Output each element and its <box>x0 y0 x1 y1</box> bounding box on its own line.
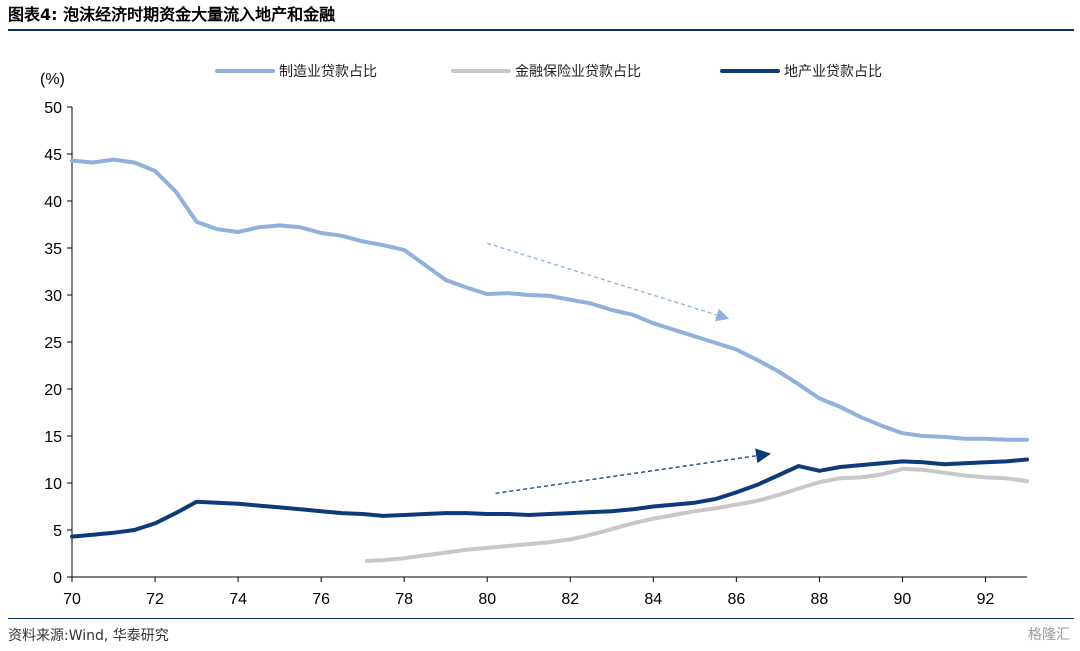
y-tick-label: 25 <box>44 335 62 352</box>
y-axis-unit-label: (%) <box>40 71 65 88</box>
x-tick-label: 72 <box>146 591 164 608</box>
x-tick-label: 86 <box>727 591 745 608</box>
y-tick-label: 30 <box>44 288 62 305</box>
trend-arrow-1 <box>487 242 730 322</box>
y-tick-label: 5 <box>53 523 62 540</box>
y-tick-label: 45 <box>44 147 62 164</box>
chart-annotations <box>487 242 772 494</box>
x-tick-label: 80 <box>478 591 496 608</box>
legend-label-3: 地产业贷款占比 <box>784 64 882 80</box>
series-line-1 <box>70 157 1029 442</box>
x-tick-label: 70 <box>63 591 81 608</box>
watermark-text: 格隆汇 <box>1028 627 1070 643</box>
x-tick-label: 76 <box>312 591 330 608</box>
x-tick-label: 84 <box>644 591 662 608</box>
source-note: 资料来源:Wind, 华泰研究 <box>8 628 169 644</box>
title-divider <box>8 29 1074 31</box>
y-tick-label: 20 <box>44 382 62 399</box>
y-tick-label: 15 <box>44 429 62 446</box>
chart-series <box>70 157 1029 563</box>
x-tick-label: 92 <box>977 591 995 608</box>
y-tick-label: 0 <box>53 570 62 587</box>
y-tick-label: 10 <box>44 476 62 493</box>
series-line-3 <box>70 457 1029 539</box>
x-tick-label: 78 <box>395 591 413 608</box>
figure-title: 图表4: 泡沫经济时期资金大量流入地产和金融 <box>8 5 336 24</box>
legend-label-1: 制造业贷款占比 <box>279 64 377 80</box>
source-divider <box>8 618 1074 619</box>
x-tick-label: 90 <box>894 591 912 608</box>
y-tick-label: 35 <box>44 241 62 258</box>
legend-label-2: 金融保险业贷款占比 <box>515 64 641 80</box>
series-line-2 <box>364 466 1029 563</box>
chart-axes: 0 5 10 15 20 25 30 35 40 45 50 70 72 74 76 78 80 82 84 86 88… <box>44 100 1027 608</box>
x-tick-label: 82 <box>561 591 579 608</box>
trend-arrow-2 <box>495 448 772 494</box>
chart-legend: 制造业贷款占比 金融保险业贷款占比 地产业贷款占比 <box>215 64 882 80</box>
y-tick-label: 50 <box>44 100 62 117</box>
y-tick-label: 40 <box>44 194 62 211</box>
x-tick-label: 88 <box>810 591 828 608</box>
x-tick-label: 74 <box>229 591 247 608</box>
